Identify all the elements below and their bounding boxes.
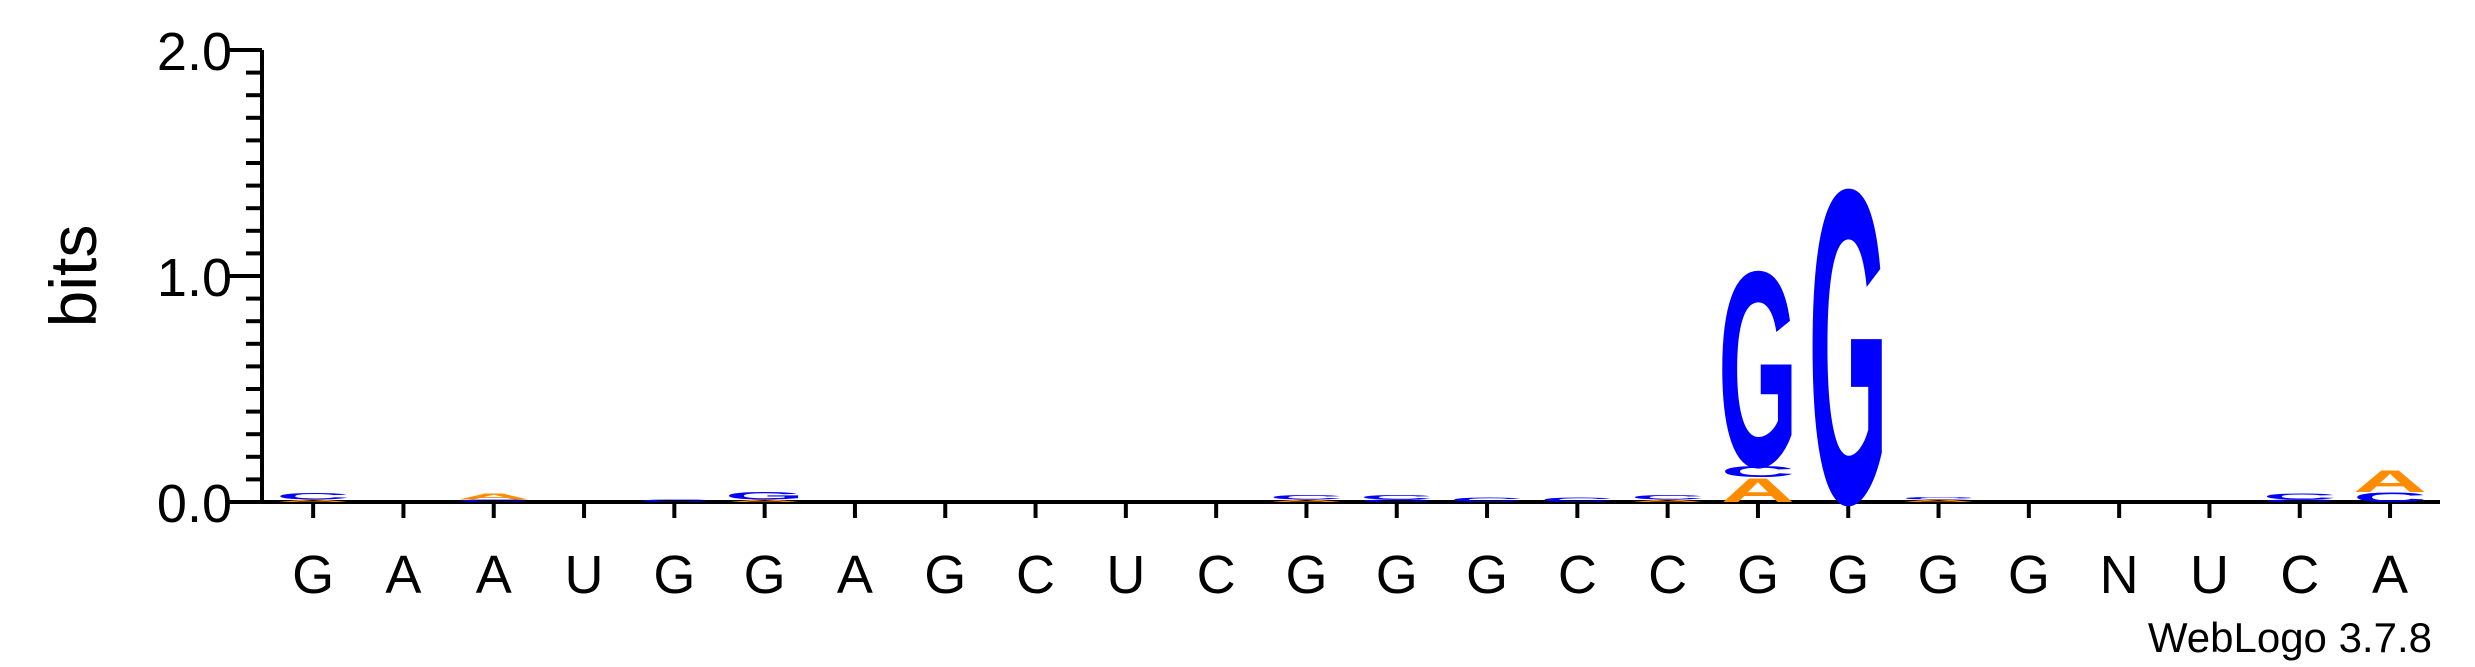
credit-label: WebLogo 3.7.8 [2148,614,2432,661]
logo-letter-C-pos-24: C [2353,489,2427,505]
position-label-24: A [2372,545,2408,605]
logo-letter-C-pos-19: C [1902,496,1976,500]
position-label-17: G [1737,545,1779,605]
logo-letter-C-pos-1: C [276,491,350,501]
position-label-19: G [1918,545,1960,605]
position-label-1: G [292,545,334,605]
logo-letter-A-pos-17: A [1721,471,1795,509]
logo-letter-G-pos-17: G [1718,214,1798,526]
logo-letter-G-pos-6: G [725,489,805,501]
logo-letter-C-pos-23: C [2263,493,2337,502]
y-tick-label-2: 2.0 [157,22,232,82]
position-label-5: G [653,545,695,605]
position-label-15: C [1558,545,1597,605]
logo-letter-A-pos-19: A [1902,499,1976,503]
y-tick-marks [226,48,262,504]
logo-letter-C-pos-3: C [457,499,531,503]
position-label-2: A [385,545,421,605]
position-label-7: A [837,545,873,605]
logo-letter-C-pos-23: C [2263,499,2337,503]
logo-letter-C-pos-14: C [1450,496,1524,503]
logo-letter-C-pos-12: C [1269,494,1343,501]
position-label-21: N [2100,545,2139,605]
position-label-8: G [924,545,966,605]
position-label-20: G [2008,545,2050,605]
logo-letter-A-pos-16: A [1631,499,1705,503]
y-tick-label-1: 1.0 [157,248,232,308]
logo-letter-C-pos-15: C [1540,496,1614,503]
position-label-23: C [2280,545,2319,605]
logo-letter-C-pos-13: C [1360,499,1434,503]
logo-letter-C-pos-5: C [637,499,711,503]
x-tick-marks [311,502,2393,518]
logo-letter-G-pos-18: G [1808,95,1888,597]
y-axis: 0.0 1.0 2.0 bits [36,22,264,534]
logo-letter-C-pos-16: C [1631,494,1705,501]
logo-letter-A-pos-6: A [728,499,802,503]
position-label-11: C [1197,545,1236,605]
logo-letter-C-pos-17: C [1721,463,1795,481]
position-label-18: G [1827,545,1869,605]
logo-letter-A-pos-1: A [276,499,350,503]
logo-letter-C-pos-13: C [1360,494,1434,501]
position-label-3: A [476,545,512,605]
position-label-12: G [1285,545,1327,605]
position-label-9: C [1016,545,1055,605]
position-label-13: G [1376,545,1418,605]
y-tick-label-0: 0.0 [157,474,232,534]
position-label-10: U [1106,545,1145,605]
logo-letter-A-pos-24: A [2353,464,2427,499]
position-label-4: U [565,545,604,605]
position-label-6: G [744,545,786,605]
logo-letter-A-pos-12: A [1269,499,1343,503]
position-label-22: U [2190,545,2229,605]
position-label-16: C [1648,545,1687,605]
position-label-14: G [1466,545,1508,605]
logo-letter-A-pos-3: A [457,493,531,502]
y-axis-label: bits [36,225,110,328]
